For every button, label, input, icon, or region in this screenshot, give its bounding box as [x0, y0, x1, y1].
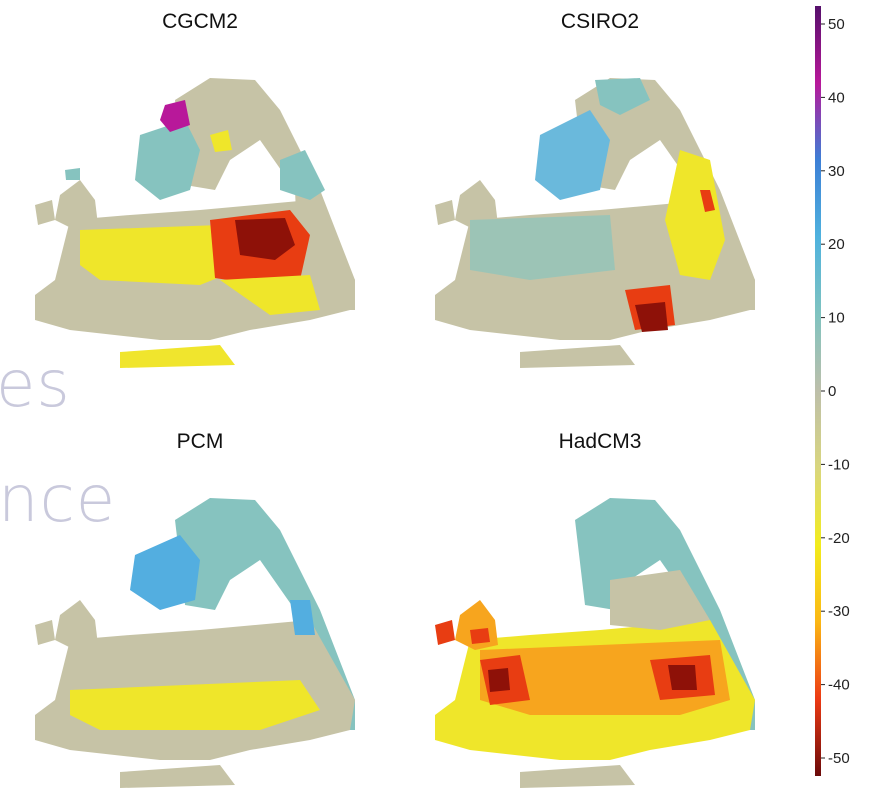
land-base [35, 498, 355, 788]
region-scandinavia-blue [535, 110, 610, 200]
region-central-europe-yellow [70, 680, 320, 730]
panel-title: PCM [176, 430, 224, 453]
land-ireland [35, 620, 55, 645]
map-panel-csiro2: CSIRO2 [410, 0, 790, 370]
panel-title: CGCM2 [162, 10, 238, 33]
colorbar-tick-label: 10 [828, 310, 845, 327]
region-central-russia-neutral [610, 570, 710, 630]
region-balkans-yellow [220, 275, 320, 315]
region-russia-blue [290, 600, 315, 635]
region-scandinavia-teal [135, 120, 200, 200]
land-uk [55, 600, 98, 650]
colorbar-tick-label: -20 [828, 530, 850, 547]
region-east-europe-dark-red [235, 218, 295, 260]
colorbar-tick-label: 0 [828, 383, 836, 400]
background-watermark-text: nce [0, 463, 117, 537]
region-north-russia-teal [280, 150, 325, 200]
land-ireland [435, 620, 455, 645]
colorbar-tick-label: -30 [828, 603, 850, 620]
colorbar-tick-label: 30 [828, 163, 845, 180]
land-ireland [435, 200, 455, 225]
land-africa [120, 345, 235, 368]
land-africa [520, 345, 635, 368]
map-panel-hadcm3: HadCM3 [410, 420, 790, 790]
panel-title: CSIRO2 [560, 10, 640, 33]
region-east-europe-dark-red [668, 665, 697, 690]
map-panel-cgcm2: CGCM2 [10, 0, 390, 370]
europe-map-pcm [35, 498, 355, 788]
colorbar-tick-label: 50 [828, 16, 845, 33]
region-russia-east-yellow [665, 150, 725, 280]
land-africa [120, 765, 235, 788]
land-africa [520, 765, 635, 788]
region-uk-red [470, 628, 490, 644]
region-scandinavia-blue [130, 535, 200, 610]
region-balkans-dark-red [635, 302, 668, 332]
map-panel-pcm: PCM [10, 420, 390, 790]
colorbar-tick-label: -10 [828, 456, 850, 473]
europe-map-csiro2 [435, 78, 755, 368]
region-west-europe-yellow [80, 225, 225, 285]
colorbar-legend: 50 40 30 20 10 0 -10 -20 -30 -40 -50 [815, 6, 850, 776]
europe-map-cgcm2 [35, 78, 355, 368]
colorbar-gradient [815, 6, 821, 776]
europe-map-hadcm3 [435, 498, 755, 788]
land-ireland [35, 200, 55, 225]
panel-title: HadCM3 [558, 430, 642, 453]
colorbar-tick-label: -40 [828, 677, 850, 694]
region-finland-yellow [210, 130, 232, 152]
land-uk [455, 180, 498, 230]
region-norway-magenta [160, 100, 190, 132]
region-russia-east-red [700, 190, 715, 212]
land-base [35, 78, 355, 368]
background-watermark-text: es [0, 348, 71, 422]
land-uk [55, 180, 98, 230]
region-west-europe-dark-red [488, 668, 510, 692]
region-russia-north-teal [595, 78, 650, 115]
colorbar-ticks: 50 40 30 20 10 0 -10 -20 -30 -40 -50 [821, 16, 850, 767]
region-west-europe-teal [470, 215, 615, 280]
colorbar-tick-label: -50 [828, 750, 850, 767]
colorbar-tick-label: 40 [828, 89, 845, 106]
colorbar-tick-label: 20 [828, 236, 845, 253]
region-iceland-teal [65, 168, 80, 180]
